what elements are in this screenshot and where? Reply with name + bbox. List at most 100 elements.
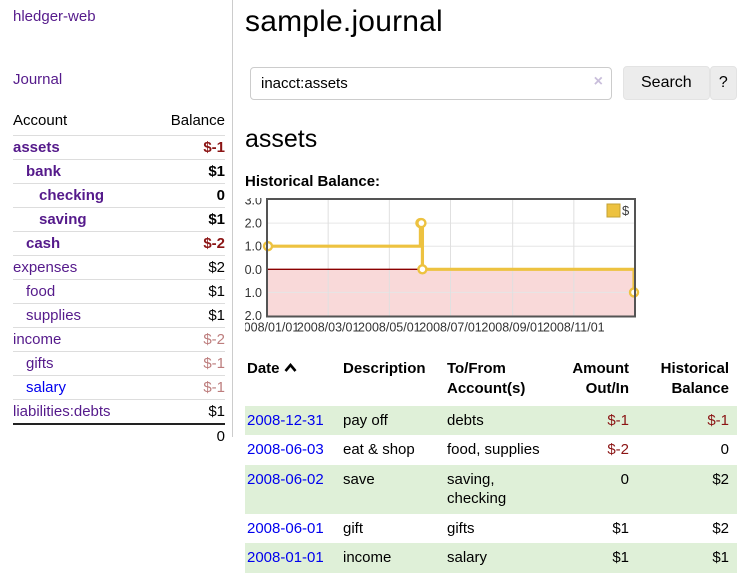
transaction-description: income [343, 549, 392, 566]
account-row: assets $-1 [13, 135, 225, 160]
transaction-description: eat & shop [343, 441, 415, 458]
register-row: 2008-06-01 gift gifts $1 $2 [245, 514, 737, 544]
account-balance: $1 [149, 399, 225, 424]
transaction-description: pay off [343, 411, 388, 429]
transaction-historical: $2 [712, 470, 729, 488]
search-input[interactable] [250, 66, 612, 100]
account-balance: $1 [149, 159, 225, 184]
account-link-salary[interactable]: salary [26, 379, 67, 396]
account-row: bank $1 [13, 159, 225, 184]
register-col-amount: Amount Out/In [572, 360, 629, 398]
accounts-total-row: 0 [13, 423, 225, 448]
account-balance: $-1 [149, 375, 225, 400]
account-balance: $-2 [149, 231, 225, 256]
transaction-historical: $1 [712, 549, 729, 566]
transaction-amount: 0 [620, 470, 629, 488]
transaction-amount: $1 [612, 519, 629, 537]
transaction-accounts: debts [447, 411, 484, 429]
historical-balance-chart: $3.0 2.0 1.0 0.0 -1.0 -2.02008/01/012008/03/0… [237, 194, 737, 343]
account-balance: $1 [149, 279, 225, 304]
account-row: liabilities:debts $1 [13, 399, 225, 424]
account-row: salary $-1 [13, 375, 225, 400]
account-link-liabilities-debts[interactable]: liabilities:debts [13, 403, 111, 420]
account-link-saving[interactable]: saving [39, 211, 87, 228]
register-row: 2008-01-01 income salary $1 $1 [245, 543, 737, 573]
account-row: checking 0 [13, 183, 225, 208]
register-table: Date Description To/From Account(s) Amou… [245, 357, 737, 573]
account-link-food[interactable]: food [26, 283, 56, 300]
account-link-supplies[interactable]: supplies [26, 307, 82, 324]
transaction-amount: $-1 [607, 411, 629, 429]
account-title: assets [245, 125, 318, 153]
svg-text:2.0: 2.0 [245, 217, 262, 231]
help-button[interactable]: ? [709, 66, 737, 100]
svg-text:$: $ [622, 203, 630, 218]
account-balance: 0 [149, 183, 225, 208]
svg-text:2008/01/01: 2008/01/01 [245, 321, 299, 335]
accounts-col-account: Account [13, 112, 68, 129]
account-link-cash[interactable]: cash [26, 235, 61, 252]
register-col-description: Description [343, 360, 426, 377]
svg-text:-2.0: -2.0 [245, 309, 262, 323]
chart-label: Historical Balance: [245, 173, 381, 190]
register-row: 2008-12-31 pay off debts $-1 $-1 [245, 405, 737, 435]
svg-text:2008/09/01: 2008/09/01 [481, 321, 544, 335]
sort-ascending-icon [284, 359, 297, 379]
app-title-link[interactable]: hledger-web [13, 8, 96, 25]
account-balance: $-1 [149, 351, 225, 376]
account-balance: $1 [149, 207, 225, 232]
transaction-date-link[interactable]: 2008-06-03 [247, 441, 324, 458]
svg-text:3.0: 3.0 [245, 198, 262, 208]
transaction-date-link[interactable]: 2008-06-01 [247, 519, 324, 537]
search-button[interactable]: Search [623, 66, 710, 100]
svg-text:2008/07/01: 2008/07/01 [419, 321, 482, 335]
accounts-col-balance: Balance [170, 112, 225, 129]
account-row: saving $1 [13, 207, 225, 232]
transaction-accounts: saving, checking [447, 470, 507, 508]
transaction-accounts: food, supplies [447, 441, 540, 458]
svg-text:-1.0: -1.0 [245, 286, 262, 300]
register-col-historical: Historical Balance [660, 360, 729, 398]
account-balance: $2 [149, 255, 225, 280]
transaction-date-link[interactable]: 2008-12-31 [247, 411, 324, 429]
register-row: 2008-06-03 eat & shop food, supplies $-2… [245, 435, 737, 465]
accounts-table: Account Balance assets $-1 bank $1 check… [13, 108, 225, 448]
transaction-historical: $-1 [707, 411, 729, 429]
accounts-total-value: 0 [149, 423, 225, 448]
register-col-date[interactable]: Date [245, 357, 341, 406]
transaction-date-link[interactable]: 2008-01-01 [247, 549, 324, 566]
account-row: income $-2 [13, 327, 225, 352]
clear-search-icon[interactable]: × [593, 72, 603, 90]
transaction-date-link[interactable]: 2008-06-02 [247, 470, 324, 488]
svg-text:2008/11/01: 2008/11/01 [543, 321, 605, 335]
transaction-amount: $-2 [607, 441, 629, 458]
register-col-accounts: To/From Account(s) [447, 360, 526, 398]
account-link-bank[interactable]: bank [26, 163, 62, 180]
account-link-expenses[interactable]: expenses [13, 259, 78, 276]
transaction-amount: $1 [612, 549, 629, 566]
svg-text:2008/03/01: 2008/03/01 [297, 321, 360, 335]
page-title: sample.journal [245, 5, 443, 38]
transaction-accounts: salary [447, 549, 488, 566]
sidebar-item-journal[interactable]: Journal [13, 71, 63, 88]
svg-text:1.0: 1.0 [245, 240, 262, 254]
account-row: gifts $-1 [13, 351, 225, 376]
transaction-accounts: gifts [447, 519, 475, 537]
account-row: food $1 [13, 279, 225, 304]
account-balance: $-2 [149, 327, 225, 352]
account-balance: $1 [149, 303, 225, 328]
transaction-description: gift [343, 519, 364, 537]
transaction-historical: 0 [720, 441, 729, 458]
search-form: × Search ? [250, 66, 737, 100]
register-row: 2008-06-02 save saving, checking 0 $2 [245, 464, 737, 514]
account-row: expenses $2 [13, 255, 225, 280]
account-link-assets[interactable]: assets [13, 139, 60, 156]
transaction-description: save [343, 470, 375, 488]
account-row: supplies $1 [13, 303, 225, 328]
account-link-checking[interactable]: checking [39, 187, 105, 204]
account-link-gifts[interactable]: gifts [26, 355, 54, 372]
svg-text:2008/05/01: 2008/05/01 [358, 321, 421, 335]
account-link-income[interactable]: income [13, 331, 62, 348]
transaction-historical: $2 [712, 519, 729, 537]
svg-text:0.0: 0.0 [245, 263, 262, 277]
